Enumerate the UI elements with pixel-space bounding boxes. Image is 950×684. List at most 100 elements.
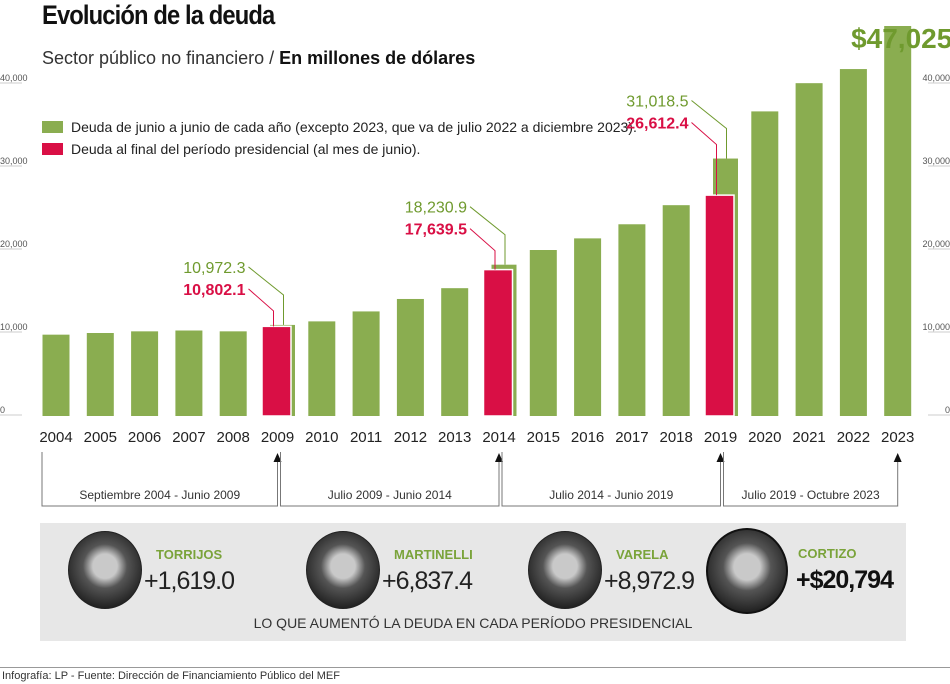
- bar-2016: [574, 238, 602, 416]
- period-bracket: [280, 452, 500, 507]
- arrow-up-icon: [893, 453, 902, 462]
- x-tick-label: 2006: [128, 429, 161, 446]
- leader-line-red: [469, 228, 496, 270]
- x-tick-label: 2013: [438, 429, 471, 446]
- footer-source: Infografía: LP - Fuente: Dirección de Fi…: [2, 670, 340, 682]
- data-label-2009-green: 10,972.3: [183, 260, 245, 277]
- bar-chart: 0 0 10,000 10,000 20,000 20,000 30,000 30,000 40…: [0, 23, 950, 507]
- bar-2004: [42, 334, 70, 416]
- president-debt-increase: +$20,794: [796, 566, 894, 594]
- x-tick-label: 2009: [261, 429, 294, 446]
- bar-2015: [529, 250, 557, 416]
- x-tick-label: 2004: [39, 429, 72, 446]
- x-tick-label: 2014: [482, 429, 515, 446]
- president-martinelli: MARTINELLI +6,837.4: [306, 531, 473, 609]
- data-label-2014-green: 18,230.9: [405, 200, 467, 217]
- data-label-2009-red: 10,802.1: [183, 282, 245, 299]
- portrait-image: [528, 531, 602, 609]
- y-tick-label-right: 40,000: [922, 73, 950, 83]
- president-debt-increase: +1,619.0: [144, 567, 235, 595]
- legend-swatch-red: [42, 143, 63, 155]
- bar-2021: [795, 83, 823, 417]
- bar-2008: [219, 331, 247, 416]
- y-tick-label-right: 30,000: [922, 156, 950, 166]
- bar-2011: [352, 311, 380, 416]
- arrow-up-icon: [273, 453, 282, 462]
- portrait-image: [306, 531, 380, 609]
- bar-2017: [618, 224, 646, 416]
- period-label: Julio 2014 - Junio 2019: [549, 488, 673, 502]
- president-name: CORTIZO: [798, 546, 857, 561]
- legend-label: Deuda al final del período presidencial …: [71, 141, 421, 157]
- x-tick-label: 2018: [660, 429, 693, 446]
- bar-2023: [884, 26, 912, 416]
- period-bracket: [41, 452, 278, 507]
- bar-2006: [131, 331, 159, 416]
- president-debt-increase: +8,972.9: [604, 567, 695, 595]
- bar-2005: [86, 333, 114, 416]
- leader-line-red: [248, 288, 274, 327]
- legend-label: Deuda de junio a junio de cada año (exce…: [71, 119, 637, 135]
- x-tick-label: 2021: [792, 429, 825, 446]
- x-tick-label: 2020: [748, 429, 781, 446]
- bar-2013: [441, 288, 469, 416]
- x-tick-label: 2017: [615, 429, 648, 446]
- arrow-up-icon: [495, 453, 503, 462]
- bar-2014-red: [482, 268, 514, 417]
- x-tick-label: 2023: [881, 429, 914, 446]
- y-tick-label-left: 0: [0, 405, 5, 415]
- president-name: TORRIJOS: [156, 547, 223, 562]
- leader-line-green: [691, 100, 727, 159]
- panel-caption: LO QUE AUMENTÓ LA DEUDA EN CADA PERÍODO …: [253, 615, 693, 631]
- x-tick-label: 2010: [305, 429, 338, 446]
- bar-2018: [662, 205, 690, 416]
- president-varela: VARELA +8,972.9: [528, 531, 695, 609]
- legend-item-red: Deuda al final del período presidencial …: [42, 138, 637, 160]
- footer-divider: [0, 667, 950, 668]
- x-tick-label: 2022: [837, 429, 870, 446]
- presidents-panel: TORRIJOS +1,619.0 MARTINELLI +6,837.4 VARE…: [40, 523, 906, 641]
- leader-line-green: [248, 266, 284, 325]
- y-tick-label-right: 10,000: [922, 322, 950, 332]
- bar-2019-red: [704, 194, 735, 417]
- portrait-image: [68, 531, 142, 609]
- bar-2020: [751, 111, 779, 416]
- x-tick-label: 2008: [217, 429, 250, 446]
- leader-line-green: [469, 206, 506, 265]
- data-label-2014-red: 17,639.5: [405, 222, 467, 239]
- y-tick-label-left: 10,000: [0, 322, 28, 332]
- data-label-2019-red: 26,612.4: [626, 116, 688, 133]
- page-title: Evolución de la deuda: [42, 0, 275, 30]
- period-bracket: [723, 452, 899, 507]
- period-label: Julio 2009 - Junio 2014: [328, 488, 452, 502]
- bar-2010: [308, 321, 336, 416]
- x-tick-label: 2019: [704, 429, 737, 446]
- president-cortizo: CORTIZO +$20,794: [706, 528, 894, 614]
- x-tick-label: 2015: [527, 429, 560, 446]
- president-name: MARTINELLI: [394, 547, 473, 562]
- subtitle: Sector público no financiero / En millon…: [42, 48, 475, 69]
- bar-2009-red: [261, 325, 292, 417]
- x-tick-label: 2012: [394, 429, 427, 446]
- president-name: VARELA: [616, 547, 669, 562]
- legend-swatch-green: [42, 121, 63, 133]
- bar-2022: [839, 69, 867, 416]
- x-tick-label: 2005: [84, 429, 117, 446]
- y-tick-label-left: 20,000: [0, 239, 28, 249]
- president-debt-increase: +6,837.4: [382, 567, 473, 595]
- y-tick-label-left: 30,000: [0, 156, 28, 166]
- x-tick-label: 2016: [571, 429, 604, 446]
- bar-2007: [175, 330, 203, 416]
- y-tick-label-right: 0: [945, 405, 950, 415]
- bar-2012: [396, 298, 424, 416]
- leader-line-red: [691, 122, 717, 196]
- data-label-2023: $47,025: [851, 23, 950, 54]
- subtitle-plain: Sector público no financiero /: [42, 48, 280, 68]
- period-bracket: [501, 452, 721, 507]
- president-torrijos: TORRIJOS +1,619.0: [68, 531, 235, 609]
- subtitle-units: En millones de dólares: [279, 48, 476, 68]
- x-tick-label: 2011: [350, 429, 382, 446]
- period-label: Julio 2019 - Octubre 2023: [742, 488, 880, 502]
- y-tick-label-right: 20,000: [922, 239, 950, 249]
